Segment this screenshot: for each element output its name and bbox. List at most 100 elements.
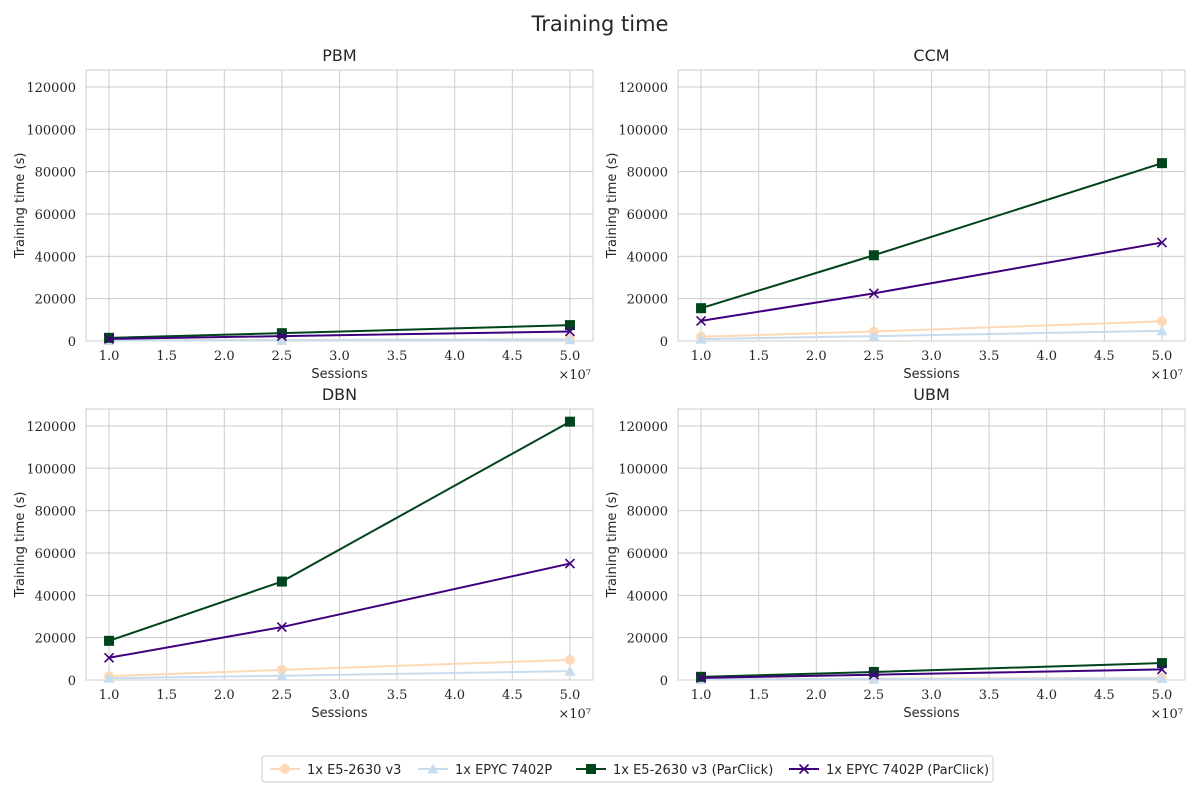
data-point: [1156, 673, 1168, 684]
y-tick-label: 0: [68, 335, 76, 350]
y-axis-label: Training time (s): [13, 492, 28, 599]
x-tick-label: 5.0: [1152, 688, 1173, 703]
x-tick-label: 4.0: [444, 688, 465, 703]
x-tick-label: 3.0: [921, 688, 942, 703]
data-point: [564, 665, 576, 676]
x-tick-label: 1.5: [748, 688, 769, 703]
subplot-ubm: 1.0 1.5 2.0 2.5 3.0 3.5 4.0 4.5 5.0 0 20000 40000 60…: [605, 385, 1186, 722]
y-tick-label: 0: [68, 674, 76, 689]
y-tick-label: 120000: [618, 420, 668, 435]
y-tick-label: 120000: [618, 81, 668, 96]
x-offset-label: ×10⁷: [1150, 368, 1183, 383]
data-point: [1156, 664, 1168, 675]
y-tick-label: 100000: [26, 123, 76, 138]
data-point: [1156, 316, 1167, 327]
x-tick-label: 1.5: [156, 349, 177, 364]
x-tick-label: 5.0: [1152, 349, 1173, 364]
data-point: [1156, 237, 1168, 248]
data-point: [696, 303, 707, 314]
data-point: [276, 331, 287, 342]
subplot-pbm: 1.0 1.5 2.0 2.5 3.0 3.5 4.0 4.5 5.0 0 20000 40000 60…: [13, 46, 594, 383]
x-tick-label: 3.0: [329, 349, 350, 364]
data-point: [868, 673, 880, 684]
data-point: [1156, 325, 1168, 336]
y-tick-label: 0: [660, 335, 668, 350]
data-point: [868, 666, 879, 677]
legend-entry: 1x E5-2630 v3: [270, 763, 401, 778]
x-tick-label: 2.0: [806, 349, 827, 364]
y-tick-label: 0: [660, 674, 668, 689]
series-3: [103, 326, 576, 344]
y-tick-label: 20000: [35, 293, 76, 308]
series-line: [109, 338, 570, 342]
legend-marker: [427, 763, 439, 774]
data-point: [1156, 658, 1167, 669]
y-tick-label: 80000: [627, 166, 668, 181]
x-tick-label: 1.5: [156, 688, 177, 703]
series-2: [696, 158, 1167, 314]
x-tick-label: 1.0: [99, 688, 120, 703]
legend-entry: 1x EPYC 7402P: [418, 763, 552, 778]
x-tick-label: 5.0: [560, 349, 581, 364]
x-axis-label: Sessions: [311, 706, 368, 721]
data-point: [695, 315, 707, 326]
series-1: [103, 665, 576, 683]
legend-frame: [261, 755, 994, 783]
data-point: [276, 334, 288, 345]
x-tick-label: 4.0: [1036, 349, 1057, 364]
subplot-title: UBM: [913, 385, 950, 404]
x-tick-label: 2.5: [864, 349, 885, 364]
data-point: [695, 333, 707, 344]
x-tick-label: 3.5: [979, 688, 1000, 703]
x-tick-label: 1.5: [748, 349, 769, 364]
series-3: [695, 237, 1168, 326]
series-3: [695, 664, 1168, 683]
series-3: [103, 558, 576, 663]
x-tick-label: 4.0: [444, 349, 465, 364]
subplot-title: CCM: [913, 46, 949, 65]
y-tick-label: 100000: [26, 462, 76, 477]
y-tick-label: 60000: [35, 547, 76, 562]
legend: 1x E5-2630 v3 1x EPYC 7402P 1x E5-2630 v3 …: [261, 755, 994, 783]
data-point: [276, 622, 287, 633]
data-point: [564, 334, 576, 345]
series-line: [701, 677, 1162, 681]
data-point: [103, 333, 115, 344]
x-tick-label: 2.0: [806, 688, 827, 703]
x-tick-label: 3.5: [387, 688, 408, 703]
x-tick-label: 2.5: [272, 349, 293, 364]
x-tick-label: 1.0: [691, 349, 712, 364]
y-tick-label: 20000: [627, 293, 668, 308]
x-tick-label: 2.5: [864, 688, 885, 703]
x-tick-label: 4.5: [1094, 688, 1115, 703]
subplot-dbn: 1.0 1.5 2.0 2.5 3.0 3.5 4.0 4.5 5.0 0 20000 40000 60…: [13, 385, 594, 722]
figure-title: Training time: [531, 12, 669, 36]
data-point: [564, 416, 575, 427]
y-tick-label: 120000: [26, 420, 76, 435]
data-point: [868, 288, 879, 299]
data-point: [868, 250, 879, 261]
x-tick-label: 2.0: [214, 349, 235, 364]
data-point: [564, 326, 576, 337]
legend-entry: 1x E5-2630 v3 (ParClick): [576, 763, 773, 778]
x-tick-label: 2.5: [272, 688, 293, 703]
legend-label: 1x EPYC 7402P (ParClick): [826, 763, 989, 778]
data-point: [564, 320, 575, 331]
series-1: [695, 325, 1168, 344]
data-point: [103, 672, 115, 683]
x-offset-label: ×10⁷: [1150, 707, 1183, 722]
y-tick-label: 40000: [627, 250, 668, 265]
x-tick-label: 3.0: [329, 688, 350, 703]
y-tick-label: 80000: [35, 505, 76, 520]
y-tick-label: 80000: [35, 166, 76, 181]
data-point: [695, 672, 707, 683]
y-axis-label: Training time (s): [13, 153, 28, 260]
subplot-title: DBN: [322, 385, 357, 404]
x-tick-label: 4.5: [502, 349, 523, 364]
y-tick-label: 40000: [627, 589, 668, 604]
y-tick-label: 80000: [627, 505, 668, 520]
x-offset-label: ×10⁷: [558, 368, 591, 383]
x-tick-label: 4.5: [502, 688, 523, 703]
data-point: [276, 670, 288, 681]
